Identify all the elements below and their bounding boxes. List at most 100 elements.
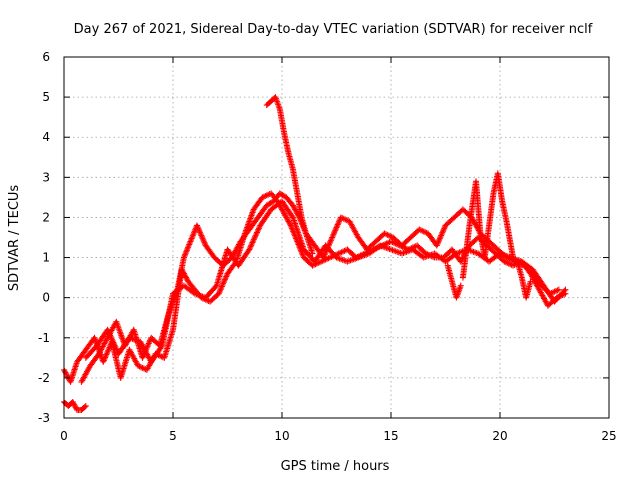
data-point — [197, 229, 204, 236]
data-point — [329, 234, 336, 241]
data-point — [332, 225, 339, 232]
data-point — [139, 354, 146, 361]
data-point — [286, 221, 293, 228]
series-peak-19-20 — [459, 170, 517, 281]
data-point — [217, 286, 224, 293]
data-point — [434, 241, 441, 248]
data-point — [254, 228, 261, 235]
data-point — [252, 233, 259, 240]
series-low-start — [61, 398, 89, 413]
data-point — [335, 220, 342, 227]
y-tick-label: 0 — [42, 291, 50, 305]
data-point — [555, 286, 562, 293]
data-point — [562, 286, 569, 293]
data-point — [106, 331, 113, 338]
data-point — [112, 343, 119, 350]
data-point — [109, 338, 116, 345]
data-point — [255, 225, 262, 232]
data-point — [247, 243, 254, 250]
data-point — [222, 276, 229, 283]
data-point — [327, 237, 334, 244]
data-point — [220, 279, 227, 286]
data-point — [215, 290, 222, 297]
x-tick-label: 20 — [492, 429, 507, 443]
grid — [64, 57, 609, 418]
data-point — [327, 238, 334, 245]
data-point — [111, 342, 118, 349]
data-point — [100, 357, 107, 364]
data-point — [145, 340, 152, 347]
x-tick-label: 5 — [169, 429, 177, 443]
data-point — [246, 245, 253, 252]
data-point — [102, 354, 109, 361]
data-point — [104, 348, 111, 355]
data-point — [103, 351, 110, 358]
data-point — [200, 238, 207, 245]
data-point — [107, 332, 114, 339]
x-tick-label: 0 — [60, 429, 68, 443]
series-dip-18 — [444, 262, 464, 301]
data-point — [199, 235, 206, 242]
data-point — [108, 335, 115, 342]
data-point — [248, 240, 255, 247]
data-point — [105, 347, 112, 354]
data-point — [82, 402, 89, 409]
data-point — [438, 232, 445, 239]
y-tick-label: 1 — [42, 251, 50, 265]
data-point — [326, 240, 333, 247]
data-point — [331, 228, 338, 235]
tick-marks — [63, 56, 610, 419]
data-point — [197, 231, 204, 238]
data-point — [200, 236, 207, 243]
data-point — [441, 225, 448, 232]
data-point — [246, 246, 253, 253]
data-point — [105, 328, 112, 335]
data-point — [335, 218, 342, 225]
data-point — [107, 333, 114, 340]
data-point — [218, 283, 225, 290]
data-point — [331, 230, 338, 237]
data-point — [321, 253, 328, 260]
data-point — [198, 233, 205, 240]
x-tick-labels: 0 5 10 15 20 25 — [60, 429, 616, 443]
y-tick-label: 4 — [42, 130, 50, 144]
data-point — [334, 221, 341, 228]
y-axis-label: SDTVAR / TECUs — [7, 185, 22, 292]
y-tick-labels: -3 -2 -1 0 1 2 3 4 5 6 — [38, 50, 50, 425]
data-point — [220, 280, 227, 287]
data-point — [288, 213, 295, 220]
data-point — [435, 238, 442, 245]
y-tick-label: 6 — [42, 50, 50, 64]
data-point — [433, 242, 440, 249]
data-point — [112, 345, 119, 352]
x-tick-label: 25 — [601, 429, 616, 443]
data-point — [111, 340, 118, 347]
data-point — [436, 235, 443, 242]
y-tick-label: -1 — [38, 331, 50, 345]
data-point — [194, 223, 201, 230]
data-point — [332, 227, 339, 234]
data-point — [102, 353, 109, 360]
data-point — [219, 282, 226, 289]
series-trace-c — [82, 198, 569, 365]
data-point — [222, 274, 229, 281]
data-point — [250, 236, 257, 243]
data-point — [217, 287, 224, 294]
data-point — [457, 282, 464, 289]
data-point — [561, 287, 568, 294]
data-point — [334, 223, 341, 230]
data-point — [436, 236, 443, 243]
data-point — [440, 226, 447, 233]
data-point — [218, 284, 225, 291]
data-point — [248, 242, 255, 249]
data-point — [510, 254, 517, 261]
chart-title: Day 267 of 2021, Sidereal Day-to-day VTE… — [74, 22, 593, 37]
data-point — [439, 229, 446, 236]
data-point — [437, 233, 444, 240]
data-point — [101, 355, 108, 362]
data-point — [104, 326, 111, 333]
data-point — [146, 339, 153, 346]
data-point — [330, 231, 337, 238]
data-point — [321, 251, 328, 258]
